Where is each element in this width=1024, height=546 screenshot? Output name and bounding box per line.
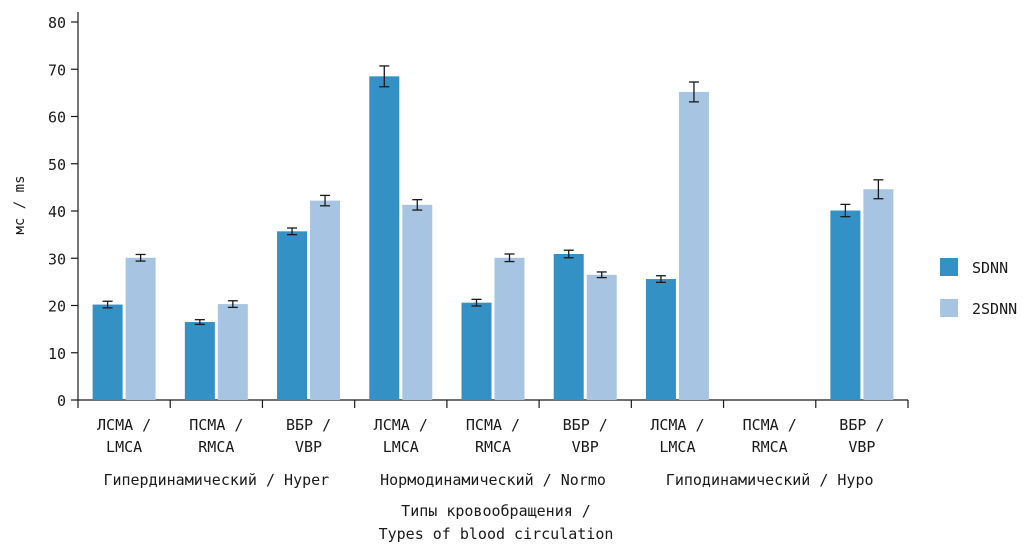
group-label: Гипердинамический / Hyper bbox=[103, 471, 329, 489]
group-label: Гиподинамический / Hypo bbox=[666, 471, 874, 489]
error-bar bbox=[135, 253, 146, 262]
error-bar bbox=[102, 300, 113, 309]
error-bar bbox=[227, 300, 238, 309]
legend-label-sdnn: SDNN bbox=[972, 259, 1008, 277]
error-bar bbox=[840, 203, 851, 218]
category-labels: ЛСМА / LMCA ПСМА / RMCA ВБР / VBP ЛСМА / LMCA ПС… bbox=[97, 416, 884, 456]
y-tick-label: 40 bbox=[48, 203, 66, 221]
y-tick-label: 10 bbox=[48, 345, 66, 363]
category-label-line2: RMCA bbox=[475, 438, 511, 456]
bar-sdnn bbox=[277, 231, 308, 400]
category-label-line1: ПСМА / bbox=[743, 416, 797, 434]
legend-swatch-2sdnn bbox=[940, 299, 958, 317]
bar-sdnn bbox=[369, 76, 400, 401]
x-axis bbox=[77, 399, 909, 408]
bar-2sdnn bbox=[402, 204, 433, 400]
category-label-line1: ПСМА / bbox=[466, 416, 520, 434]
category-label-line1: ПСМА / bbox=[189, 416, 243, 434]
error-bar bbox=[412, 199, 423, 211]
category-label-line1: ВБР / bbox=[563, 416, 608, 434]
bar-sdnn bbox=[184, 322, 215, 400]
error-bar bbox=[563, 249, 574, 259]
y-tick-label: 60 bbox=[48, 109, 66, 127]
y-tick-label: 30 bbox=[48, 250, 66, 268]
bar-2sdnn bbox=[310, 200, 341, 400]
y-tick-label: 80 bbox=[48, 14, 66, 32]
category-label-line1: ВБР / bbox=[839, 416, 884, 434]
error-bar bbox=[287, 227, 298, 236]
x-axis-label-line2: Types of blood circulation bbox=[379, 525, 614, 543]
group-labels: Гипердинамический / Hyper Нормодинамическ… bbox=[103, 471, 873, 489]
category-label-line1: ВБР / bbox=[286, 416, 331, 434]
bar-2sdnn bbox=[125, 257, 156, 400]
error-bar bbox=[655, 275, 666, 283]
y-axis-label: мс / ms bbox=[12, 175, 28, 234]
error-bar bbox=[873, 179, 884, 200]
bar-sdnn bbox=[830, 210, 861, 400]
error-bar bbox=[504, 253, 515, 263]
bar-sdnn bbox=[92, 304, 123, 400]
legend-swatch-sdnn bbox=[940, 258, 958, 276]
error-bar bbox=[688, 81, 699, 103]
y-tick-label: 0 bbox=[57, 392, 66, 410]
error-bar bbox=[379, 65, 390, 88]
bar-sdnn bbox=[645, 279, 676, 400]
category-label-line2: VBP bbox=[572, 438, 599, 456]
category-label-line2: VBP bbox=[295, 438, 322, 456]
error-bar bbox=[471, 298, 482, 307]
y-tick-label: 20 bbox=[48, 298, 66, 316]
category-label-line1: ЛСМА / bbox=[374, 416, 428, 434]
y-tick-label: 50 bbox=[48, 156, 66, 174]
y-axis: 0 10 20 30 40 50 60 70 80 bbox=[48, 12, 79, 410]
error-bar bbox=[596, 271, 607, 279]
bar-sdnn bbox=[461, 302, 492, 400]
category-label-line2: RMCA bbox=[198, 438, 234, 456]
bar-sdnn bbox=[553, 253, 584, 400]
category-label-line1: ЛСМА / bbox=[650, 416, 704, 434]
error-bar bbox=[194, 319, 205, 326]
bar-2sdnn bbox=[586, 274, 617, 400]
error-bars-layer bbox=[102, 65, 884, 326]
error-bar bbox=[320, 194, 331, 207]
bars-layer bbox=[92, 76, 894, 401]
category-label-line2: LMCA bbox=[659, 438, 695, 456]
category-label-line2: VBP bbox=[848, 438, 875, 456]
bar-2sdnn bbox=[678, 91, 709, 401]
category-label-line2: LMCA bbox=[106, 438, 142, 456]
group-label: Нормодинамический / Normo bbox=[380, 471, 606, 489]
legend: SDNN 2SDNN bbox=[940, 258, 1017, 318]
category-label-line2: RMCA bbox=[752, 438, 788, 456]
bar-2sdnn bbox=[217, 304, 248, 400]
category-label-line1: ЛСМА / bbox=[97, 416, 151, 434]
bar-2sdnn bbox=[863, 189, 894, 400]
x-axis-label-line1: Типы кровообращения / bbox=[401, 502, 591, 520]
legend-label-2sdnn: 2SDNN bbox=[972, 300, 1017, 318]
y-tick-label: 70 bbox=[48, 61, 66, 79]
category-label-line2: LMCA bbox=[383, 438, 419, 456]
bar-2sdnn bbox=[494, 257, 525, 400]
